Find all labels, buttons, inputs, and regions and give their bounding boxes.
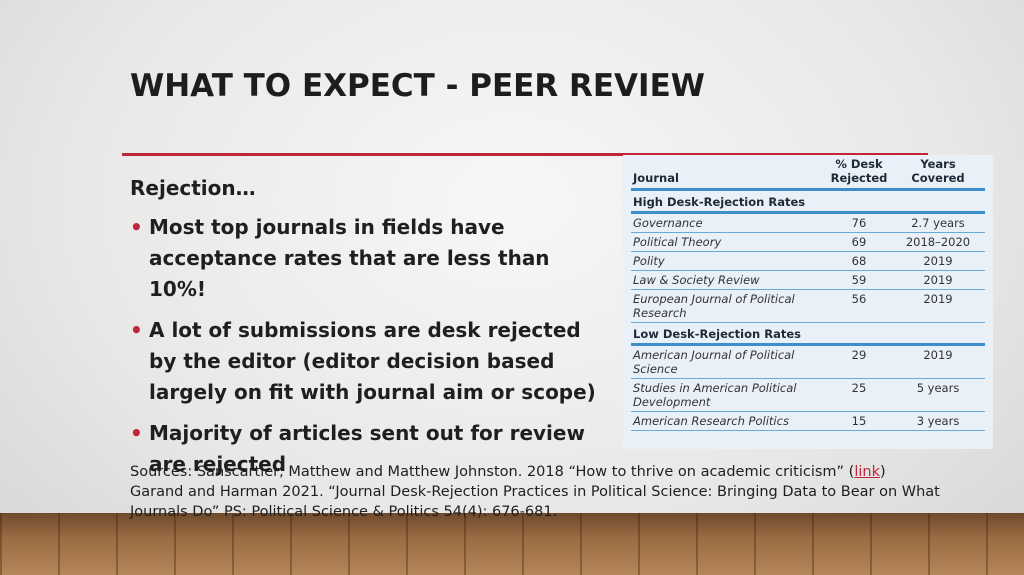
table-cell: 3 years	[891, 411, 985, 431]
floor	[0, 513, 1024, 575]
body: Rejection… Most top journals in fields h…	[130, 176, 600, 490]
source-line: Sources: Sanscartier, Matthew and Matthe…	[130, 462, 990, 482]
bullet: Most top journals in fields have accepta…	[130, 212, 600, 305]
sources: Sources: Sanscartier, Matthew and Matthe…	[130, 462, 990, 522]
table-cell: 25	[827, 378, 891, 412]
table-cell: 2018–2020	[891, 232, 985, 252]
table-cell: 56	[827, 289, 891, 323]
source-text: Sources: Sanscartier, Matthew and Matthe…	[130, 464, 855, 480]
section-row: Low Desk-Rejection Rates	[631, 322, 985, 346]
bullet-list: Most top journals in fields have accepta…	[130, 212, 600, 480]
table-row: Governance 76 2.7 years	[631, 212, 985, 233]
table-row: Polity 68 2019	[631, 251, 985, 271]
table-row: American Journal of Political Science 29 2…	[631, 344, 985, 379]
journal-name: Studies in American Political Developmen…	[631, 378, 827, 412]
table-box: Journal% Desk Rejected Years Covered High …	[623, 155, 993, 449]
table-cell: 2019	[891, 251, 985, 271]
section-row: High Desk-Rejection Rates	[631, 189, 985, 214]
section-label: High Desk-Rejection Rates	[631, 189, 985, 214]
table-cell: 2019	[891, 344, 985, 379]
source-text: )	[879, 464, 886, 480]
column-header: Years Covered	[891, 155, 985, 191]
table-row: Studies in American Political Developmen…	[631, 378, 985, 412]
journal-name: American Research Politics	[631, 411, 827, 431]
journal-name: Governance	[631, 212, 827, 233]
journal-name: Law & Society Review	[631, 270, 827, 290]
bullet: Majority of articles sent out for review…	[130, 418, 600, 480]
table-cell: 29	[827, 344, 891, 379]
slide-title: WHAT TO EXPECT - PEER REVIEW	[130, 68, 705, 104]
table-cell: 15	[827, 411, 891, 431]
journal-name: Political Theory	[631, 232, 827, 252]
table-cell: 68	[827, 251, 891, 271]
table-row: European Journal of Political Research 56…	[631, 289, 985, 323]
table-cell: 2019	[891, 270, 985, 290]
divider	[122, 153, 928, 156]
journal-name: European Journal of Political Research	[631, 289, 827, 323]
heading: Rejection…	[130, 176, 256, 200]
table-row: Political Theory 69 2018–2020	[631, 232, 985, 252]
section-label: Low Desk-Rejection Rates	[631, 322, 985, 346]
table-cell: 59	[827, 270, 891, 290]
source-link[interactable]: link	[854, 464, 880, 480]
column-header: % Desk Rejected	[827, 155, 891, 191]
table-cell: 76	[827, 212, 891, 233]
table-cell: 69	[827, 232, 891, 252]
source-line: Garand and Harman 2021. “Journal Desk-Re…	[130, 484, 940, 520]
journal-name: American Journal of Political Science	[631, 344, 827, 379]
bullet: A lot of submissions are desk rejected b…	[130, 315, 600, 408]
table-cell: 5 years	[891, 378, 985, 412]
header-row: Journal% Desk Rejected Years Covered	[631, 155, 985, 191]
table: Journal% Desk Rejected Years Covered High …	[631, 155, 985, 431]
table-cell: 2.7 years	[891, 212, 985, 233]
journal-name: Polity	[631, 251, 827, 271]
column-header: Journal	[631, 155, 827, 191]
table-row: American Research Politics 15 3 years	[631, 411, 985, 431]
table-cell: 2019	[891, 289, 985, 323]
table-row: Law & Society Review 59 2019	[631, 270, 985, 290]
